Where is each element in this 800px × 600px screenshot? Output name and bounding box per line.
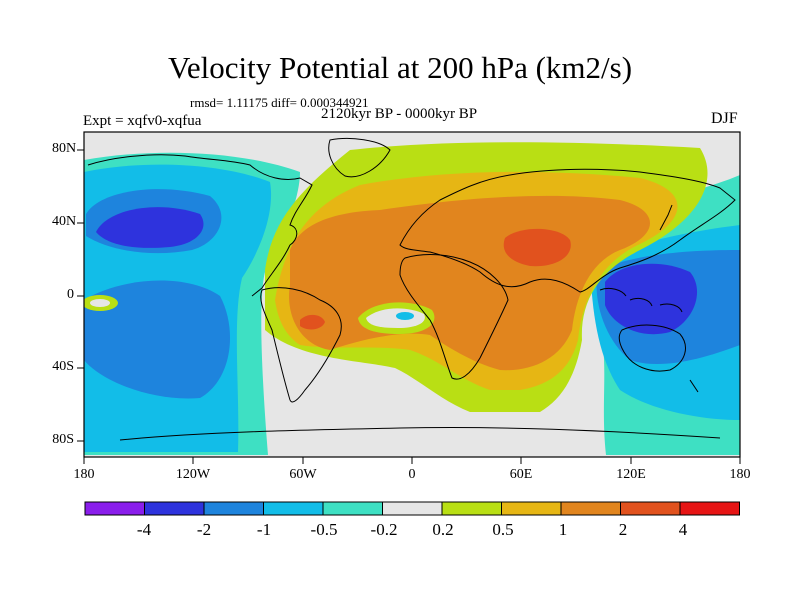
lat-label-40n: 40N <box>52 214 77 229</box>
colorbar-swatch <box>560 501 621 516</box>
colorbar-swatch <box>501 501 562 516</box>
colorbar-swatch <box>144 501 205 516</box>
colorbar-swatch <box>203 501 264 516</box>
lon-label-120w: 120W <box>175 467 211 482</box>
colorbar-swatch <box>84 501 145 516</box>
period-label: 2120kyr BP - 0000kyr BP <box>321 106 478 122</box>
lat-label-80s: 80S <box>52 432 74 447</box>
contour-field <box>84 132 740 457</box>
colorbar-swatch <box>441 501 502 516</box>
coastlines <box>87 137 736 441</box>
lon-label-60w: 60W <box>289 467 317 482</box>
lat-label-80n: 80N <box>52 141 77 156</box>
season-label: DJF <box>711 110 738 127</box>
lon-label-60e: 60E <box>509 467 533 482</box>
colorbar-label: 1 <box>558 520 568 539</box>
colorbar-label: 4 <box>678 520 688 539</box>
colorbar <box>84 501 740 516</box>
lat-label-40s: 40S <box>52 359 74 374</box>
colorbar-swatch <box>263 501 324 516</box>
lon-label-180w: 180 <box>73 467 95 482</box>
colorbar-swatch <box>382 501 443 516</box>
colorbar-label: 2 <box>618 520 628 539</box>
lon-label-180e: 180 <box>729 467 751 482</box>
plot-title: Velocity Potential at 200 hPa (km2/s) <box>167 50 633 85</box>
colorbar-label: 0.2 <box>432 520 454 539</box>
colorbar-swatch <box>679 501 740 516</box>
colorbar-label: -2 <box>196 520 212 539</box>
stats-label: rmsd= 1.11175 diff= 0.000344921 <box>190 95 369 110</box>
colorbar-swatch <box>322 501 383 516</box>
colorbar-label: -4 <box>136 520 152 539</box>
colorbar-label: 0.5 <box>492 520 514 539</box>
experiment-label: Expt = xqfv0-xqfua <box>83 113 202 129</box>
lon-label-120e: 120E <box>616 467 646 482</box>
colorbar-label: -1 <box>256 520 272 539</box>
lon-label-0: 0 <box>408 467 416 482</box>
colorbar-label: -0.5 <box>310 520 338 539</box>
lat-label-0: 0 <box>67 287 74 302</box>
colorbar-swatch <box>620 501 681 516</box>
colorbar-label: -0.2 <box>370 520 398 539</box>
